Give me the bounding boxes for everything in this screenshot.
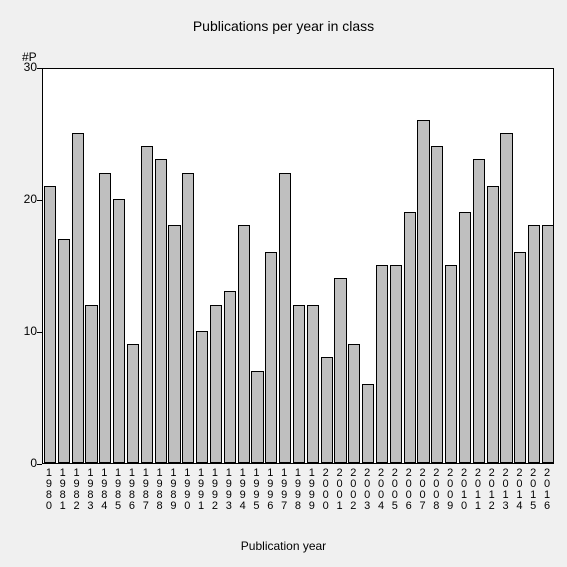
y-tick-mark [37,332,42,333]
bar [404,212,416,463]
bar [334,278,346,463]
bar [182,173,194,463]
x-tick-label: 1990 [180,468,194,512]
bar [127,344,139,463]
bar [265,252,277,463]
bar [431,146,443,463]
bar [251,371,263,463]
x-tick-label: 2014 [512,468,526,512]
bar [348,344,360,463]
x-tick-label: 1991 [194,468,208,512]
bar [196,331,208,463]
bar [238,225,250,463]
bar [362,384,374,463]
x-tick-label: 1980 [42,468,56,512]
x-tick-label: 1994 [236,468,250,512]
x-tick-label: 2010 [457,468,471,512]
x-tick-label: 1998 [291,468,305,512]
x-tick-label: 2005 [388,468,402,512]
y-tick-label: 0 [7,456,37,470]
x-tick-label: 1983 [84,468,98,512]
y-tick-mark [37,464,42,465]
bar [58,239,70,463]
x-tick-label: 1987 [139,468,153,512]
y-tick-mark [37,200,42,201]
x-tick-label: 1981 [56,468,70,512]
x-tick-label: 2016 [540,468,554,512]
x-tick-label: 2007 [416,468,430,512]
bar [141,146,153,463]
x-tick-label: 2000 [319,468,333,512]
x-tick-label: 1997 [277,468,291,512]
bar [321,357,333,463]
x-tick-label: 2008 [429,468,443,512]
bar [155,159,167,463]
x-tick-label: 2011 [471,468,485,512]
bar [307,305,319,463]
x-tick-label: 2003 [360,468,374,512]
x-axis-label: Publication year [0,539,567,553]
bar [473,159,485,463]
bar [168,225,180,463]
bar [44,186,56,463]
x-tick-label: 1999 [305,468,319,512]
bar [293,305,305,463]
x-tick-label: 2004 [374,468,388,512]
x-tick-label: 2015 [526,468,540,512]
x-tick-label: 1992 [208,468,222,512]
chart-container: Publications per year in class #P Public… [0,0,567,567]
x-tick-label: 1982 [70,468,84,512]
bar [99,173,111,463]
y-tick-mark [37,68,42,69]
x-tick-label: 1984 [97,468,111,512]
x-tick-label: 2012 [485,468,499,512]
bar [113,199,125,463]
x-tick-label: 2013 [499,468,513,512]
bar [459,212,471,463]
x-tick-label: 2001 [333,468,347,512]
bar [390,265,402,463]
bar [542,225,554,463]
y-tick-label: 20 [7,192,37,206]
y-tick-label: 30 [7,60,37,74]
x-tick-label: 1993 [222,468,236,512]
y-tick-label: 10 [7,324,37,338]
bar [279,173,291,463]
x-tick-label: 1989 [167,468,181,512]
bar [514,252,526,463]
x-tick-label: 1995 [250,468,264,512]
bar [224,291,236,463]
x-tick-label: 1996 [263,468,277,512]
x-tick-label: 1985 [111,468,125,512]
bar [85,305,97,463]
x-tick-label: 1988 [153,468,167,512]
chart-title: Publications per year in class [0,18,567,34]
plot-area [42,68,554,464]
bar [210,305,222,463]
bar [500,133,512,463]
bar [376,265,388,463]
bar [487,186,499,463]
bar [417,120,429,463]
bar [528,225,540,463]
bar [445,265,457,463]
x-tick-label: 2006 [402,468,416,512]
x-tick-label: 2002 [346,468,360,512]
bar [72,133,84,463]
x-tick-label: 2009 [443,468,457,512]
x-tick-label: 1986 [125,468,139,512]
